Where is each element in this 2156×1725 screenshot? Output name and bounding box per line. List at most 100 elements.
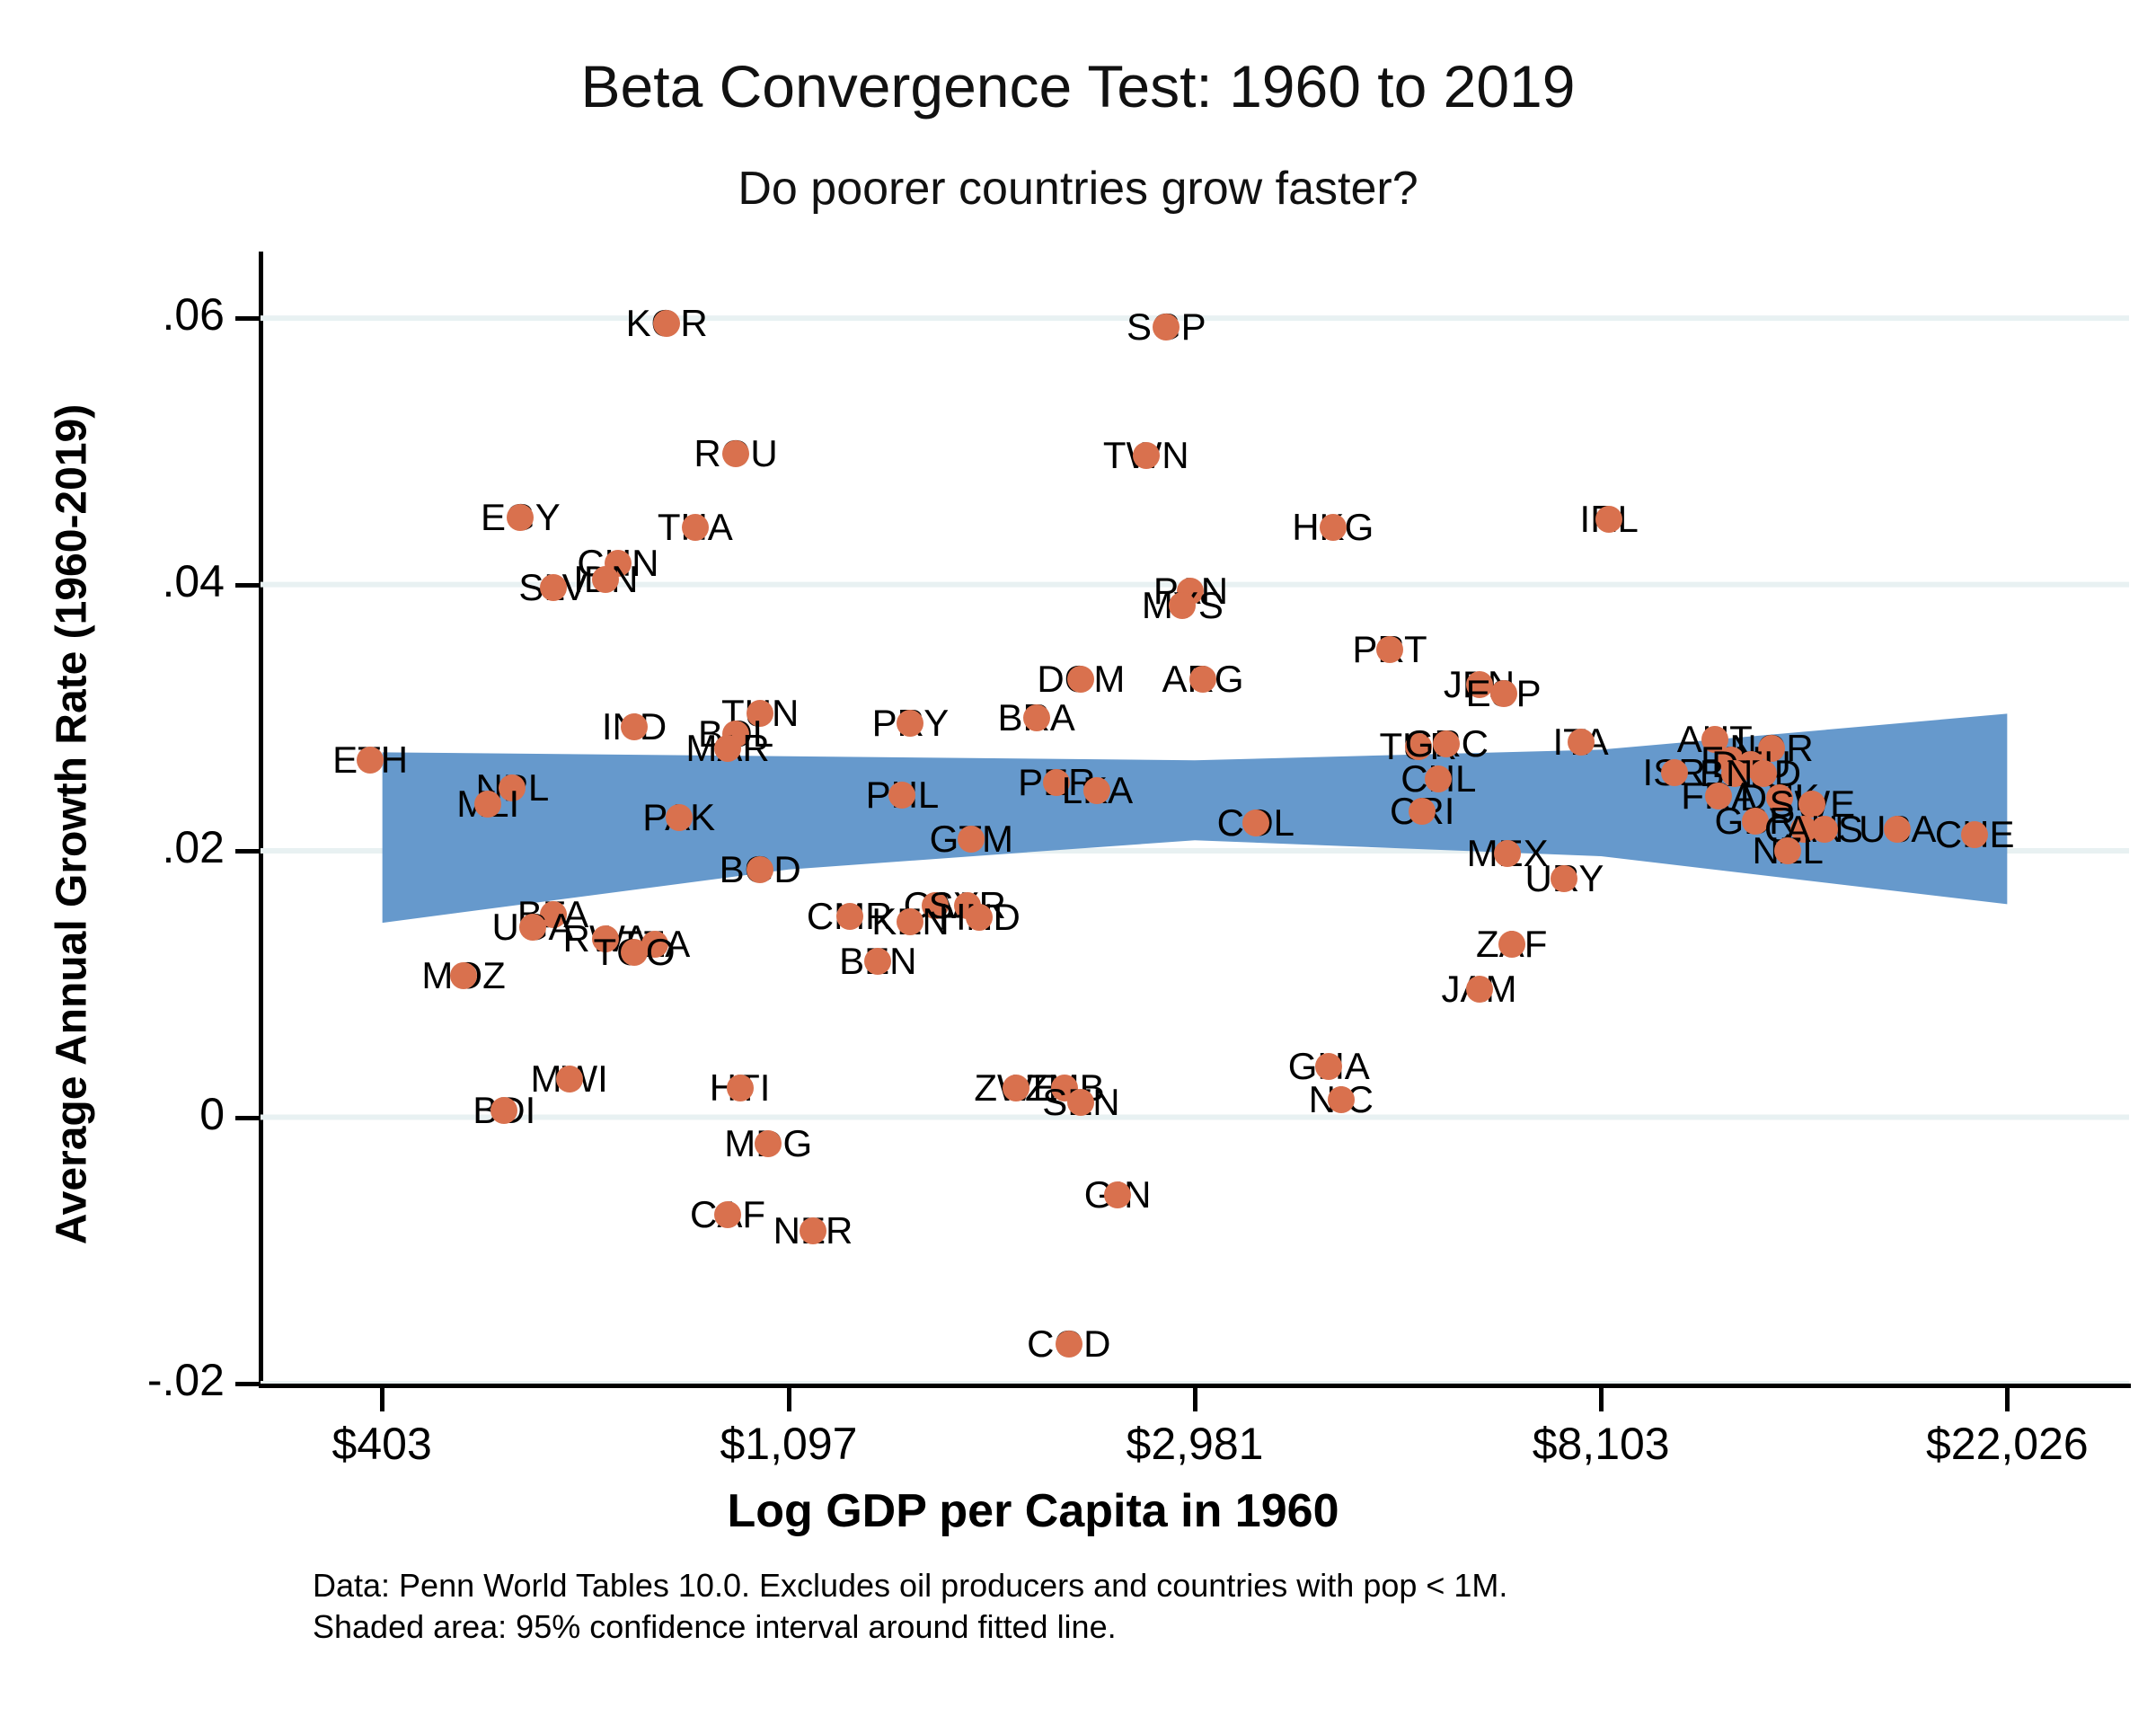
- footnote-line-2: Shaded area: 95% confidence interval aro…: [313, 1608, 1117, 1645]
- scatter-point[interactable]: [835, 902, 863, 930]
- y-tick-mark: [235, 582, 259, 588]
- scatter-point[interactable]: [1067, 665, 1095, 693]
- scatter-point[interactable]: [1055, 1330, 1082, 1358]
- scatter-point[interactable]: [1494, 840, 1522, 868]
- scatter-point[interactable]: [1465, 976, 1493, 1004]
- scatter-point[interactable]: [507, 504, 535, 532]
- scatter-point[interactable]: [1169, 592, 1197, 620]
- scatter-point[interactable]: [1595, 505, 1623, 533]
- y-tick-label: .04: [162, 555, 225, 606]
- scatter-point[interactable]: [897, 907, 924, 935]
- scatter-point[interactable]: [1003, 1074, 1030, 1101]
- scatter-point[interactable]: [1705, 783, 1733, 810]
- chart-footnote: Data: Penn World Tables 10.0. Excludes o…: [313, 1565, 1507, 1648]
- y-tick-label: .02: [162, 822, 225, 873]
- scatter-point[interactable]: [966, 904, 994, 932]
- x-tick-mark: [2005, 1388, 2010, 1411]
- scatter-point[interactable]: [897, 709, 924, 737]
- scatter-point[interactable]: [1567, 728, 1595, 756]
- scatter-point[interactable]: [518, 913, 546, 941]
- scatter-point[interactable]: [1766, 783, 1794, 811]
- scatter-point[interactable]: [621, 713, 648, 741]
- scatter-point[interactable]: [714, 1200, 741, 1228]
- scatter-point[interactable]: [1153, 314, 1180, 341]
- x-tick-mark: [1599, 1388, 1604, 1411]
- scatter-point[interactable]: [665, 804, 693, 831]
- y-tick-mark: [235, 316, 259, 322]
- scatter-point[interactable]: [1660, 758, 1688, 786]
- scatter-point[interactable]: [864, 948, 892, 976]
- x-tick-label: $2,981: [1126, 1419, 1264, 1469]
- scatter-point[interactable]: [1043, 769, 1071, 797]
- scatter-point[interactable]: [450, 962, 478, 990]
- scatter-point[interactable]: [1404, 733, 1432, 761]
- scatter-point[interactable]: [1742, 808, 1769, 836]
- scatter-point[interactable]: [747, 700, 774, 728]
- footnote-line-1: Data: Penn World Tables 10.0. Excludes o…: [313, 1567, 1508, 1604]
- scatter-point[interactable]: [799, 1216, 826, 1244]
- scatter-point[interactable]: [357, 747, 384, 774]
- scatter-point[interactable]: [1104, 1181, 1132, 1208]
- scatter-point[interactable]: [539, 573, 567, 601]
- scatter-point[interactable]: [1721, 760, 1749, 788]
- x-axis-line: [259, 1384, 2131, 1388]
- y-tick-label: 0: [199, 1088, 225, 1139]
- scatter-point[interactable]: [1327, 1086, 1355, 1114]
- x-tick-label: $1,097: [720, 1419, 858, 1469]
- x-tick-label: $403: [331, 1419, 432, 1469]
- x-tick-label: $8,103: [1532, 1419, 1670, 1469]
- scatter-point[interactable]: [722, 440, 750, 468]
- scatter-point[interactable]: [1409, 797, 1436, 825]
- y-tick-mark: [235, 1115, 259, 1120]
- scatter-point[interactable]: [1022, 703, 1050, 731]
- scatter-point[interactable]: [1083, 777, 1111, 805]
- scatter-point[interactable]: [1774, 837, 1802, 865]
- scatter-point[interactable]: [1241, 809, 1269, 836]
- scatter-point[interactable]: [1315, 1053, 1343, 1081]
- x-tick-mark: [1193, 1388, 1197, 1411]
- scatter-point[interactable]: [1465, 670, 1493, 698]
- y-tick-mark: [235, 849, 259, 854]
- scatter-point[interactable]: [755, 1130, 782, 1158]
- plot-svg: [261, 315, 2129, 1384]
- scatter-point[interactable]: [1376, 636, 1404, 664]
- scatter-point[interactable]: [1433, 730, 1461, 758]
- scatter-point[interactable]: [1132, 441, 1160, 469]
- scatter-point[interactable]: [1067, 1089, 1095, 1117]
- scatter-point[interactable]: [747, 855, 774, 883]
- scatter-point[interactable]: [1189, 665, 1217, 693]
- scatter-point[interactable]: [1425, 765, 1453, 792]
- x-axis-title: Log GDP per Capita in 1960: [727, 1485, 1339, 1537]
- scatter-point[interactable]: [621, 938, 648, 966]
- scatter-point[interactable]: [726, 1074, 754, 1101]
- scatter-point[interactable]: [921, 891, 949, 919]
- scatter-point[interactable]: [1810, 816, 1838, 844]
- scatter-point[interactable]: [1884, 816, 1912, 844]
- scatter-point[interactable]: [681, 513, 709, 541]
- scatter-point[interactable]: [592, 565, 620, 593]
- scatter-point[interactable]: [592, 924, 620, 952]
- scatter-point[interactable]: [490, 1097, 518, 1125]
- confidence-interval-band: [382, 713, 2008, 924]
- plot-area: [261, 252, 2129, 1384]
- y-tick-mark: [235, 1382, 259, 1386]
- scatter-point[interactable]: [1498, 930, 1525, 958]
- scatter-point[interactable]: [1961, 821, 1989, 849]
- scatter-point[interactable]: [555, 1065, 583, 1092]
- chart-subtitle: Do poorer countries grow faster?: [738, 163, 1418, 215]
- scatter-point[interactable]: [888, 781, 916, 809]
- scatter-point[interactable]: [958, 825, 985, 853]
- scatter-point[interactable]: [1319, 513, 1347, 541]
- scatter-point[interactable]: [714, 734, 741, 762]
- y-tick-label: -.02: [146, 1355, 225, 1405]
- scatter-point[interactable]: [1750, 760, 1778, 788]
- y-axis-title: Average Annual Growth Rate (1960-2019): [48, 403, 96, 1245]
- scatter-point[interactable]: [499, 774, 526, 802]
- scatter-point[interactable]: [1798, 791, 1826, 818]
- y-axis-line: [259, 252, 263, 1385]
- scatter-point[interactable]: [1489, 680, 1517, 708]
- scatter-point[interactable]: [474, 791, 502, 818]
- scatter-point[interactable]: [1551, 865, 1578, 893]
- scatter-point[interactable]: [653, 310, 681, 338]
